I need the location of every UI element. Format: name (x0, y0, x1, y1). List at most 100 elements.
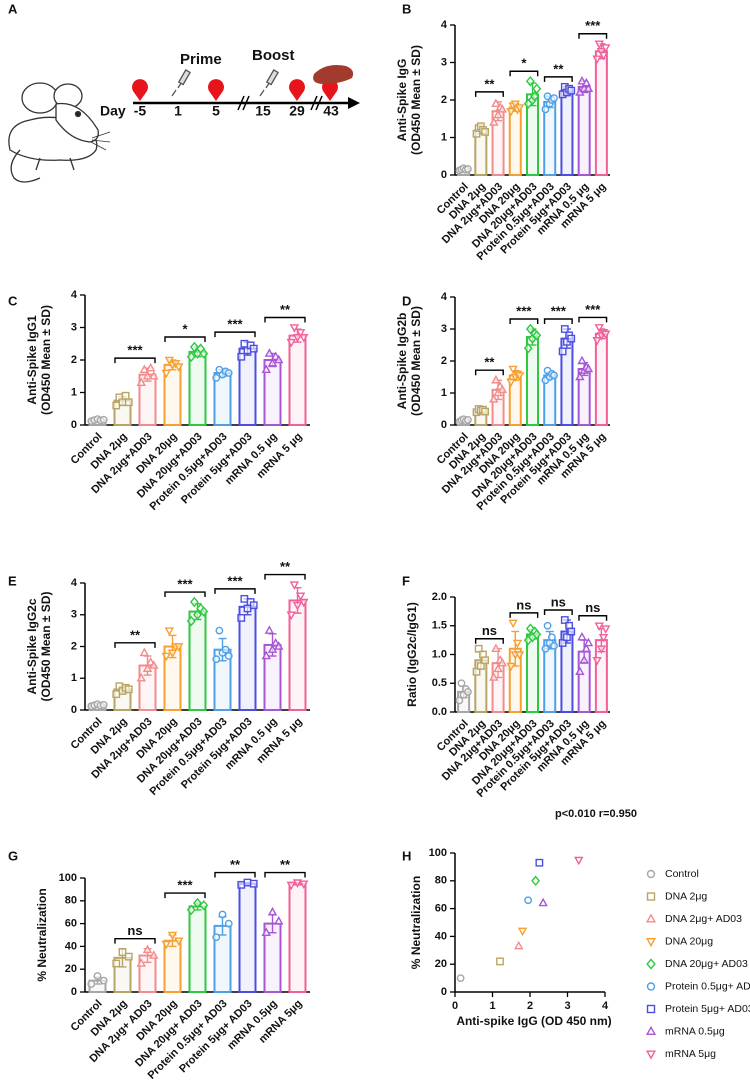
data-point (581, 643, 592, 653)
data-point (577, 75, 587, 85)
y-tick-label: 0.5 (432, 677, 447, 689)
day-label: Day (100, 103, 126, 119)
data-point (481, 656, 490, 665)
panel-label: A (8, 1, 18, 16)
data-point (164, 627, 175, 636)
significance-bracket (509, 318, 539, 324)
data-point (124, 685, 133, 694)
data-point (142, 944, 153, 954)
data-point (249, 879, 258, 888)
y-axis-subtitle: (OD450 Mean ± SD) (409, 306, 423, 416)
y-tick-label: 80 (435, 875, 447, 887)
data-point (535, 858, 544, 867)
significance-bracket (543, 318, 573, 324)
bar (288, 334, 307, 426)
legend-marker (646, 869, 656, 879)
data-point (267, 357, 278, 367)
data-point (174, 643, 184, 652)
data-point (174, 363, 184, 372)
data-point (87, 980, 96, 988)
data-point (592, 336, 602, 346)
bar (188, 350, 207, 426)
data-point (174, 937, 184, 946)
day-value: 5 (212, 103, 220, 119)
data-point (292, 333, 303, 343)
data-point (161, 652, 171, 662)
y-tick-label: 0 (71, 986, 77, 998)
significance-bracket (214, 871, 256, 878)
legend-label: Control (665, 868, 699, 880)
data-point (558, 639, 567, 647)
data-point (517, 927, 528, 937)
significance-bracket (509, 70, 539, 77)
data-point (464, 687, 472, 696)
significance-label: ns (127, 923, 142, 938)
y-tick-label: 1 (71, 672, 77, 684)
bar (594, 50, 608, 176)
data-point (237, 880, 246, 889)
boost-label: Boost (252, 47, 295, 64)
data-point (541, 105, 550, 114)
y-axis-title: Anti-Spike IgG1 (25, 315, 39, 405)
panel-a: A Pri (8, 1, 360, 183)
data-point (212, 655, 221, 664)
y-tick-label: 1.0 (432, 648, 447, 660)
data-point (161, 940, 171, 950)
significance-label: *** (127, 343, 143, 358)
y-tick-label: 3 (441, 56, 447, 68)
data-point (508, 365, 518, 375)
data-point (575, 666, 585, 676)
day-value: 15 (255, 103, 271, 119)
y-tick-label: 2.0 (432, 591, 447, 603)
y-tick-label: 3 (71, 321, 77, 333)
legend-label: DNA 20μg+ AD03 (665, 958, 748, 970)
significance-bracket (543, 76, 573, 82)
data-point (286, 338, 296, 348)
significance-label: ns (516, 597, 531, 612)
data-point (598, 633, 609, 643)
data-point (491, 98, 501, 108)
data-point (567, 334, 576, 343)
data-point (243, 878, 252, 887)
data-point (496, 957, 504, 966)
y-tick-label: 0 (441, 419, 447, 431)
significance-label: ** (484, 76, 495, 91)
data-point (523, 342, 533, 354)
significance-bracket (114, 357, 156, 364)
significance-bracket (578, 615, 608, 621)
data-point (99, 701, 108, 709)
data-point (164, 356, 175, 366)
day-value: 29 (289, 103, 305, 119)
panel-label: F (402, 573, 410, 588)
data-point (574, 856, 584, 866)
y-tick-label: 1 (71, 386, 77, 398)
data-point (186, 615, 196, 627)
significance-label: ** (280, 857, 291, 872)
legend-marker (646, 982, 656, 991)
data-point (594, 324, 604, 333)
y-tick-label: 40 (65, 940, 77, 952)
significance-label: *** (177, 576, 193, 591)
panel-label: D (402, 293, 411, 308)
bar (525, 633, 540, 713)
mouse-icon (8, 82, 111, 183)
data-point (476, 662, 485, 670)
y-axis-subtitle: (OD450 Mean ± SD) (39, 592, 53, 702)
y-tick-label: 2 (71, 640, 77, 652)
data-point (249, 601, 258, 610)
data-point (267, 644, 278, 653)
x-tick-label: 1 (489, 1000, 495, 1012)
data-point (274, 641, 284, 650)
data-point (295, 592, 306, 601)
significance-bracket (509, 612, 539, 618)
significance-label: *** (227, 317, 243, 332)
y-tick-label: 4 (441, 291, 448, 303)
significance-label: * (182, 321, 188, 336)
data-point (457, 679, 466, 688)
data-point (274, 916, 284, 925)
legend-label: DNA 2μg+ AD03 (665, 913, 742, 925)
data-point (237, 352, 246, 361)
data-point (560, 325, 569, 333)
